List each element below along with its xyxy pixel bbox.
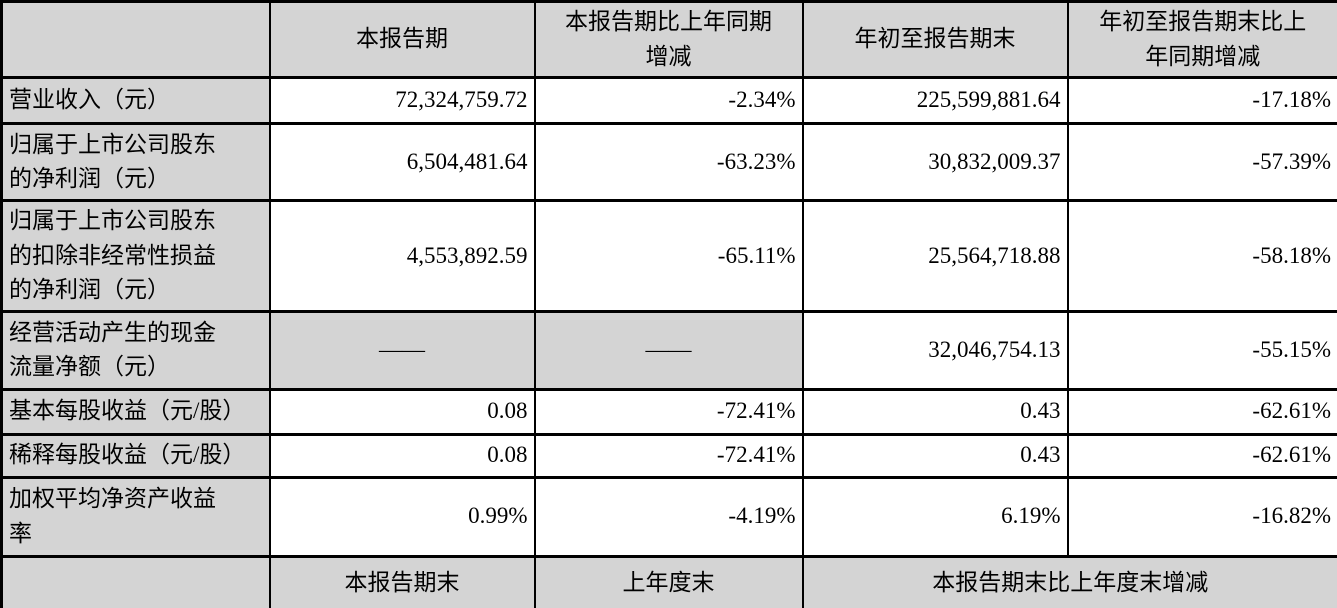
value-ytd-change: -57.39% bbox=[1066, 122, 1337, 202]
value-current-period-change: -63.23% bbox=[533, 122, 804, 202]
footer-cell-period-end-change: 本报告期末比上年度末增减 bbox=[801, 554, 1337, 608]
value-ytd-change: -62.61% bbox=[1066, 432, 1337, 479]
header-cell-current-period-change: 本报告期比上年同期 增减 bbox=[533, 0, 804, 79]
row-label: 加权平均净资产收益 率 bbox=[0, 475, 271, 558]
value-current-period-change: -2.34% bbox=[533, 76, 804, 125]
value-ytd: 225,599,881.64 bbox=[801, 76, 1069, 125]
value-current-period-change: -72.41% bbox=[533, 387, 804, 436]
value-current-period: 0.99% bbox=[268, 475, 536, 558]
value-current-period: 4,553,892.59 bbox=[268, 199, 536, 313]
row-label: 稀释每股收益（元/股） bbox=[0, 432, 271, 479]
header-cell-current-period: 本报告期 bbox=[268, 0, 536, 79]
value-ytd: 6.19% bbox=[801, 475, 1069, 558]
table-row-weighted-avg-roe: 加权平均净资产收益 率 0.99% -4.19% 6.19% -16.82% bbox=[0, 475, 1337, 558]
value-ytd: 32,046,754.13 bbox=[801, 309, 1069, 391]
value-ytd: 0.43 bbox=[801, 387, 1069, 436]
table-row-basic-eps: 基本每股收益（元/股） 0.08 -72.41% 0.43 -62.61% bbox=[0, 387, 1337, 436]
row-label: 归属于上市公司股东 的净利润（元） bbox=[0, 122, 271, 202]
table-row-net-profit-excl-nonrecurring: 归属于上市公司股东 的扣除非经常性损益 的净利润（元） 4,553,892.59… bbox=[0, 199, 1337, 313]
table-row-diluted-eps: 稀释每股收益（元/股） 0.08 -72.41% 0.43 -62.61% bbox=[0, 432, 1337, 479]
header-cell-ytd-change: 年初至报告期末比上 年同期增减 bbox=[1066, 0, 1337, 79]
value-current-period-change: -65.11% bbox=[533, 199, 804, 313]
table-row-revenue: 营业收入（元） 72,324,759.72 -2.34% 225,599,881… bbox=[0, 76, 1337, 125]
table-row-net-profit: 归属于上市公司股东 的净利润（元） 6,504,481.64 -63.23% 3… bbox=[0, 122, 1337, 202]
value-current-period: 6,504,481.64 bbox=[268, 122, 536, 202]
value-current-period: 0.08 bbox=[268, 387, 536, 436]
value-ytd: 0.43 bbox=[801, 432, 1069, 479]
value-ytd-change: -58.18% bbox=[1066, 199, 1337, 313]
row-label: 营业收入（元） bbox=[0, 76, 271, 125]
row-label: 经营活动产生的现金 流量净额（元） bbox=[0, 309, 271, 391]
value-current-period-change-dash: —— bbox=[533, 309, 804, 391]
value-current-period: 0.08 bbox=[268, 432, 536, 479]
value-ytd-change: -16.82% bbox=[1066, 475, 1337, 558]
value-current-period-change: -72.41% bbox=[533, 432, 804, 479]
value-current-period-change: -4.19% bbox=[533, 475, 804, 558]
value-ytd: 30,832,009.37 bbox=[801, 122, 1069, 202]
row-label: 归属于上市公司股东 的扣除非经常性损益 的净利润（元） bbox=[0, 199, 271, 313]
table-row-operating-cash-flow: 经营活动产生的现金 流量净额（元） —— —— 32,046,754.13 -5… bbox=[0, 309, 1337, 391]
footer-cell-period-end: 本报告期末 bbox=[268, 554, 536, 608]
row-label: 基本每股收益（元/股） bbox=[0, 387, 271, 436]
table-header-row: 本报告期 本报告期比上年同期 增减 年初至报告期末 年初至报告期末比上 年同期增… bbox=[0, 0, 1337, 79]
footer-cell-empty bbox=[0, 554, 271, 608]
value-ytd: 25,564,718.88 bbox=[801, 199, 1069, 313]
table-footer-row: 本报告期末 上年度末 本报告期末比上年度末增减 bbox=[0, 554, 1337, 608]
value-current-period: 72,324,759.72 bbox=[268, 76, 536, 125]
value-ytd-change: -55.15% bbox=[1066, 309, 1337, 391]
value-ytd-change: -62.61% bbox=[1066, 387, 1337, 436]
value-ytd-change: -17.18% bbox=[1066, 76, 1337, 125]
header-cell-empty bbox=[0, 0, 271, 79]
value-current-period-dash: —— bbox=[268, 309, 536, 391]
footer-cell-prior-year-end: 上年度末 bbox=[533, 554, 804, 608]
header-cell-ytd: 年初至报告期末 bbox=[801, 0, 1069, 79]
